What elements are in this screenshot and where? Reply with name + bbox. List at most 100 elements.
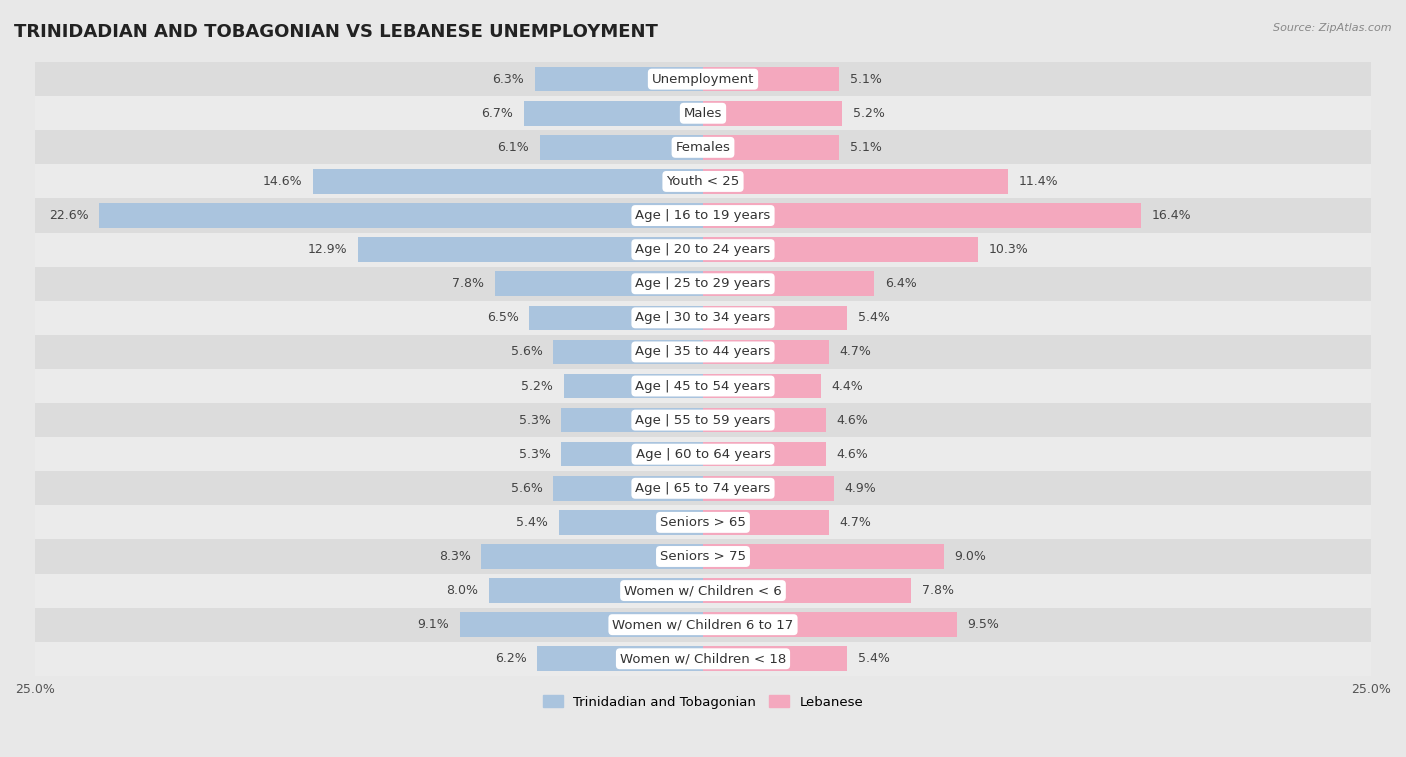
Text: 16.4%: 16.4% [1152, 209, 1191, 222]
Text: 5.1%: 5.1% [851, 73, 882, 86]
Text: Females: Females [675, 141, 731, 154]
Text: Age | 25 to 29 years: Age | 25 to 29 years [636, 277, 770, 290]
Text: Males: Males [683, 107, 723, 120]
Bar [35, 301, 1371, 335]
Text: Age | 16 to 19 years: Age | 16 to 19 years [636, 209, 770, 222]
Text: Source: ZipAtlas.com: Source: ZipAtlas.com [1274, 23, 1392, 33]
Text: 9.5%: 9.5% [967, 618, 1000, 631]
Text: 5.3%: 5.3% [519, 413, 551, 427]
Text: 6.3%: 6.3% [492, 73, 524, 86]
Text: 6.1%: 6.1% [498, 141, 529, 154]
Text: 11.4%: 11.4% [1018, 175, 1057, 188]
Bar [359, 238, 703, 262]
Text: 4.4%: 4.4% [831, 379, 863, 393]
Bar [35, 232, 1371, 266]
Text: 8.3%: 8.3% [439, 550, 471, 563]
Bar [703, 510, 828, 534]
Bar [314, 169, 703, 194]
Legend: Trinidadian and Tobagonian, Lebanese: Trinidadian and Tobagonian, Lebanese [537, 690, 869, 714]
Text: Age | 35 to 44 years: Age | 35 to 44 years [636, 345, 770, 358]
Bar [534, 67, 703, 92]
Text: 4.7%: 4.7% [839, 345, 872, 358]
Bar [703, 135, 839, 160]
Bar [537, 646, 703, 671]
Text: Age | 20 to 24 years: Age | 20 to 24 years [636, 243, 770, 256]
Text: 5.2%: 5.2% [852, 107, 884, 120]
Bar [703, 612, 957, 637]
Text: 8.0%: 8.0% [447, 584, 478, 597]
Bar [703, 578, 911, 603]
Text: Unemployment: Unemployment [652, 73, 754, 86]
Text: Seniors > 65: Seniors > 65 [659, 516, 747, 529]
Bar [703, 238, 979, 262]
Text: 5.2%: 5.2% [522, 379, 554, 393]
Bar [703, 544, 943, 569]
Text: Age | 60 to 64 years: Age | 60 to 64 years [636, 447, 770, 461]
Bar [98, 204, 703, 228]
Text: 5.3%: 5.3% [519, 447, 551, 461]
Text: TRINIDADIAN AND TOBAGONIAN VS LEBANESE UNEMPLOYMENT: TRINIDADIAN AND TOBAGONIAN VS LEBANESE U… [14, 23, 658, 41]
Bar [495, 272, 703, 296]
Text: 22.6%: 22.6% [49, 209, 89, 222]
Bar [561, 442, 703, 466]
Text: Women w/ Children < 18: Women w/ Children < 18 [620, 653, 786, 665]
Bar [703, 340, 828, 364]
Text: 5.4%: 5.4% [858, 653, 890, 665]
Text: 6.7%: 6.7% [481, 107, 513, 120]
Bar [564, 374, 703, 398]
Bar [35, 164, 1371, 198]
Text: 9.0%: 9.0% [955, 550, 986, 563]
Bar [540, 135, 703, 160]
Bar [35, 335, 1371, 369]
Bar [481, 544, 703, 569]
Bar [460, 612, 703, 637]
Bar [35, 96, 1371, 130]
Bar [554, 476, 703, 500]
Bar [489, 578, 703, 603]
Bar [558, 510, 703, 534]
Text: 7.8%: 7.8% [451, 277, 484, 290]
Bar [524, 101, 703, 126]
Text: 9.1%: 9.1% [418, 618, 449, 631]
Bar [703, 476, 834, 500]
Bar [703, 272, 875, 296]
Bar [554, 340, 703, 364]
Text: Age | 45 to 54 years: Age | 45 to 54 years [636, 379, 770, 393]
Bar [703, 374, 821, 398]
Bar [35, 62, 1371, 96]
Text: Women w/ Children 6 to 17: Women w/ Children 6 to 17 [613, 618, 793, 631]
Text: 4.6%: 4.6% [837, 447, 869, 461]
Bar [35, 472, 1371, 506]
Text: 10.3%: 10.3% [988, 243, 1029, 256]
Bar [35, 369, 1371, 403]
Text: 4.9%: 4.9% [845, 481, 876, 495]
Text: 5.1%: 5.1% [851, 141, 882, 154]
Text: Age | 65 to 74 years: Age | 65 to 74 years [636, 481, 770, 495]
Text: 4.6%: 4.6% [837, 413, 869, 427]
Bar [35, 506, 1371, 540]
Bar [35, 642, 1371, 676]
Text: 5.6%: 5.6% [510, 481, 543, 495]
Bar [35, 574, 1371, 608]
Text: 5.4%: 5.4% [516, 516, 548, 529]
Text: 14.6%: 14.6% [263, 175, 302, 188]
Bar [703, 306, 848, 330]
Bar [703, 408, 825, 432]
Bar [35, 437, 1371, 472]
Text: 6.2%: 6.2% [495, 653, 527, 665]
Text: Seniors > 75: Seniors > 75 [659, 550, 747, 563]
Text: Age | 30 to 34 years: Age | 30 to 34 years [636, 311, 770, 324]
Bar [35, 403, 1371, 437]
Text: 7.8%: 7.8% [922, 584, 955, 597]
Text: Women w/ Children < 6: Women w/ Children < 6 [624, 584, 782, 597]
Bar [35, 198, 1371, 232]
Bar [703, 646, 848, 671]
Bar [561, 408, 703, 432]
Text: 6.4%: 6.4% [884, 277, 917, 290]
Text: Age | 55 to 59 years: Age | 55 to 59 years [636, 413, 770, 427]
Bar [35, 130, 1371, 164]
Text: 4.7%: 4.7% [839, 516, 872, 529]
Bar [703, 169, 1008, 194]
Text: 5.6%: 5.6% [510, 345, 543, 358]
Text: 12.9%: 12.9% [308, 243, 347, 256]
